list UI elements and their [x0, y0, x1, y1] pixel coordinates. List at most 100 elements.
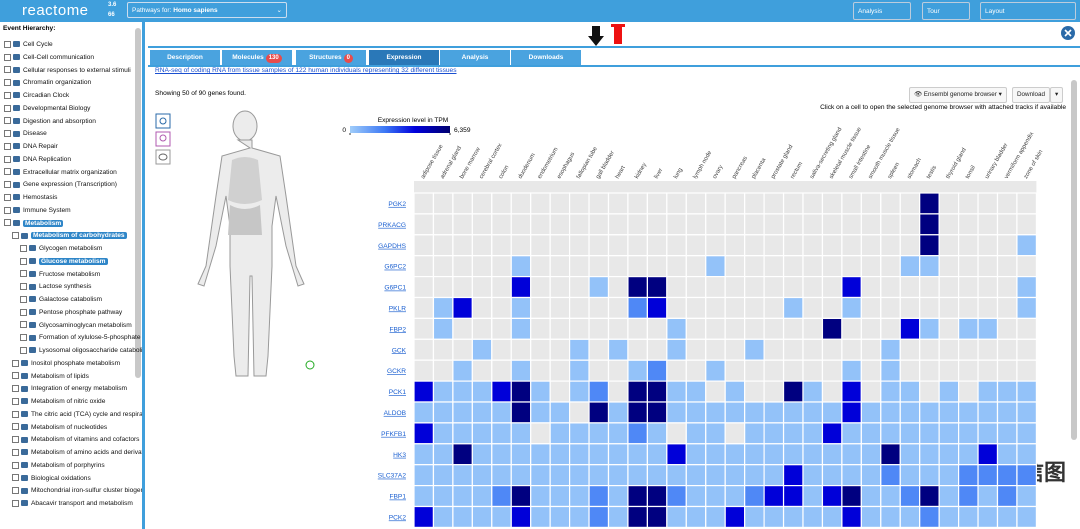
gene-label[interactable]: GCK: [392, 347, 407, 354]
info-icon[interactable]: [305, 360, 315, 370]
heatmap-cell[interactable]: [880, 338, 901, 361]
heatmap-cell[interactable]: [607, 422, 629, 445]
heatmap-cell[interactable]: [491, 485, 512, 508]
heatmap-cell[interactable]: [588, 276, 610, 299]
heatmap-cell[interactable]: [802, 401, 824, 424]
species-select[interactable]: Pathways for: Homo sapiens ⌄: [127, 2, 287, 18]
heatmap-cell[interactable]: [607, 464, 629, 487]
heatmap-cell[interactable]: [510, 464, 532, 487]
heatmap-cell[interactable]: [957, 464, 979, 487]
expand-toggle[interactable]: [12, 372, 19, 380]
heatmap-cell[interactable]: [899, 317, 921, 340]
tree-item[interactable]: Lysosomal oligosaccharide catabolism: [20, 345, 142, 356]
heatmap-cell[interactable]: [568, 505, 590, 528]
heatmap-cell[interactable]: [705, 359, 726, 382]
heatmap-cell[interactable]: [763, 422, 785, 445]
heatmap-cell[interactable]: [860, 505, 882, 528]
heatmap-cell[interactable]: [510, 485, 532, 508]
expand-toggle[interactable]: [20, 283, 27, 290]
heatmap-cell[interactable]: [802, 422, 824, 445]
heatmap-cell[interactable]: [530, 464, 551, 487]
heatmap-cell[interactable]: [763, 485, 785, 508]
heatmap-cell[interactable]: [452, 443, 473, 466]
expand-toggle[interactable]: [20, 346, 27, 354]
tree-item[interactable]: Pentose phosphate pathway: [20, 307, 122, 318]
heatmap-cell[interactable]: [666, 443, 687, 466]
heatmap-cell[interactable]: [666, 485, 687, 508]
heatmap-cell[interactable]: [1016, 276, 1038, 299]
tree-item[interactable]: Abacavir transport and metabolism: [12, 498, 133, 509]
heatmap-cell[interactable]: [471, 380, 493, 403]
tree-item[interactable]: Metabolism of carbohydrates: [12, 230, 127, 241]
heatmap-cell[interactable]: [938, 505, 960, 528]
heatmap-cell[interactable]: [957, 317, 979, 340]
heatmap-cell[interactable]: [938, 380, 960, 403]
expand-toggle[interactable]: [4, 168, 11, 176]
heatmap-cell[interactable]: [627, 359, 649, 382]
heatmap-cell[interactable]: [899, 422, 921, 445]
heatmap-cell[interactable]: [471, 401, 493, 424]
tree-item[interactable]: Glycosaminoglycan metabolism: [20, 320, 132, 331]
tree-item[interactable]: Formation of xylulose-5-phosphate: [20, 332, 141, 343]
gene-label[interactable]: FBP2: [390, 326, 407, 333]
heatmap-cell[interactable]: [471, 464, 493, 487]
heatmap-cell[interactable]: [510, 317, 532, 340]
heatmap-cell[interactable]: [880, 505, 901, 528]
heatmap-cell[interactable]: [685, 380, 707, 403]
heatmap-cell[interactable]: [413, 464, 435, 487]
expand-toggle[interactable]: [4, 104, 11, 112]
download-button[interactable]: Download: [1012, 87, 1051, 103]
tree-item[interactable]: Developmental Biology: [4, 103, 90, 114]
heatmap-cell[interactable]: [919, 213, 940, 236]
heatmap-cell[interactable]: [860, 485, 882, 508]
heatmap-cell[interactable]: [841, 276, 862, 299]
tree-item[interactable]: Metabolism of lipids: [12, 371, 89, 382]
heatmap-cell[interactable]: [432, 380, 454, 403]
heatmap-cell[interactable]: [744, 422, 765, 445]
tree-item[interactable]: DNA Repair: [4, 141, 58, 152]
heatmap-cell[interactable]: [996, 505, 1018, 528]
heatmap-cell[interactable]: [627, 380, 649, 403]
heatmap-cell[interactable]: [413, 505, 435, 528]
heatmap-cell[interactable]: [627, 443, 649, 466]
heatmap-cell[interactable]: [1016, 422, 1038, 445]
heatmap-cell[interactable]: [1016, 234, 1038, 257]
expand-toggle[interactable]: [4, 206, 11, 214]
heatmap-cell[interactable]: [413, 485, 435, 508]
heatmap-cell[interactable]: [841, 380, 862, 403]
expand-toggle[interactable]: [12, 499, 19, 507]
heatmap-cell[interactable]: [627, 464, 649, 487]
heatmap-cell[interactable]: [899, 485, 921, 508]
heatmap-cell[interactable]: [666, 380, 687, 403]
heatmap-cell[interactable]: [432, 505, 454, 528]
heatmap-cell[interactable]: [880, 485, 901, 508]
heatmap-cell[interactable]: [977, 505, 999, 528]
gene-label[interactable]: HK3: [393, 452, 406, 459]
heatmap-cell[interactable]: [919, 422, 940, 445]
heatmap-cell[interactable]: [549, 422, 571, 445]
heatmap-cell[interactable]: [821, 505, 843, 528]
heatmap-cell[interactable]: [510, 443, 532, 466]
heatmap-cell[interactable]: [510, 380, 532, 403]
heatmap-cell[interactable]: [568, 359, 590, 382]
expand-toggle[interactable]: [4, 193, 11, 201]
heatmap-cell[interactable]: [724, 401, 746, 424]
heatmap-cell[interactable]: [646, 380, 668, 403]
heatmap-cell[interactable]: [588, 505, 610, 528]
tab[interactable]: Expression: [369, 50, 439, 65]
heatmap-cell[interactable]: [996, 401, 1018, 424]
heatmap-cell[interactable]: [685, 464, 707, 487]
heatmap-cell[interactable]: [646, 422, 668, 445]
tree-item[interactable]: Biological oxidations: [12, 473, 91, 484]
heatmap-cell[interactable]: [685, 505, 707, 528]
tab[interactable]: Molecules 130: [222, 50, 292, 65]
heatmap-cell[interactable]: [530, 443, 551, 466]
download-caret[interactable]: ▾: [1050, 87, 1064, 103]
heatmap-cell[interactable]: [957, 485, 979, 508]
heatmap-cell[interactable]: [413, 443, 435, 466]
heatmap-cell[interactable]: [588, 422, 610, 445]
gene-label[interactable]: PKLR: [389, 305, 406, 312]
heatmap-cell[interactable]: [452, 505, 473, 528]
tree-item[interactable]: Lactose synthesis: [20, 281, 91, 292]
heatmap-cell[interactable]: [763, 443, 785, 466]
